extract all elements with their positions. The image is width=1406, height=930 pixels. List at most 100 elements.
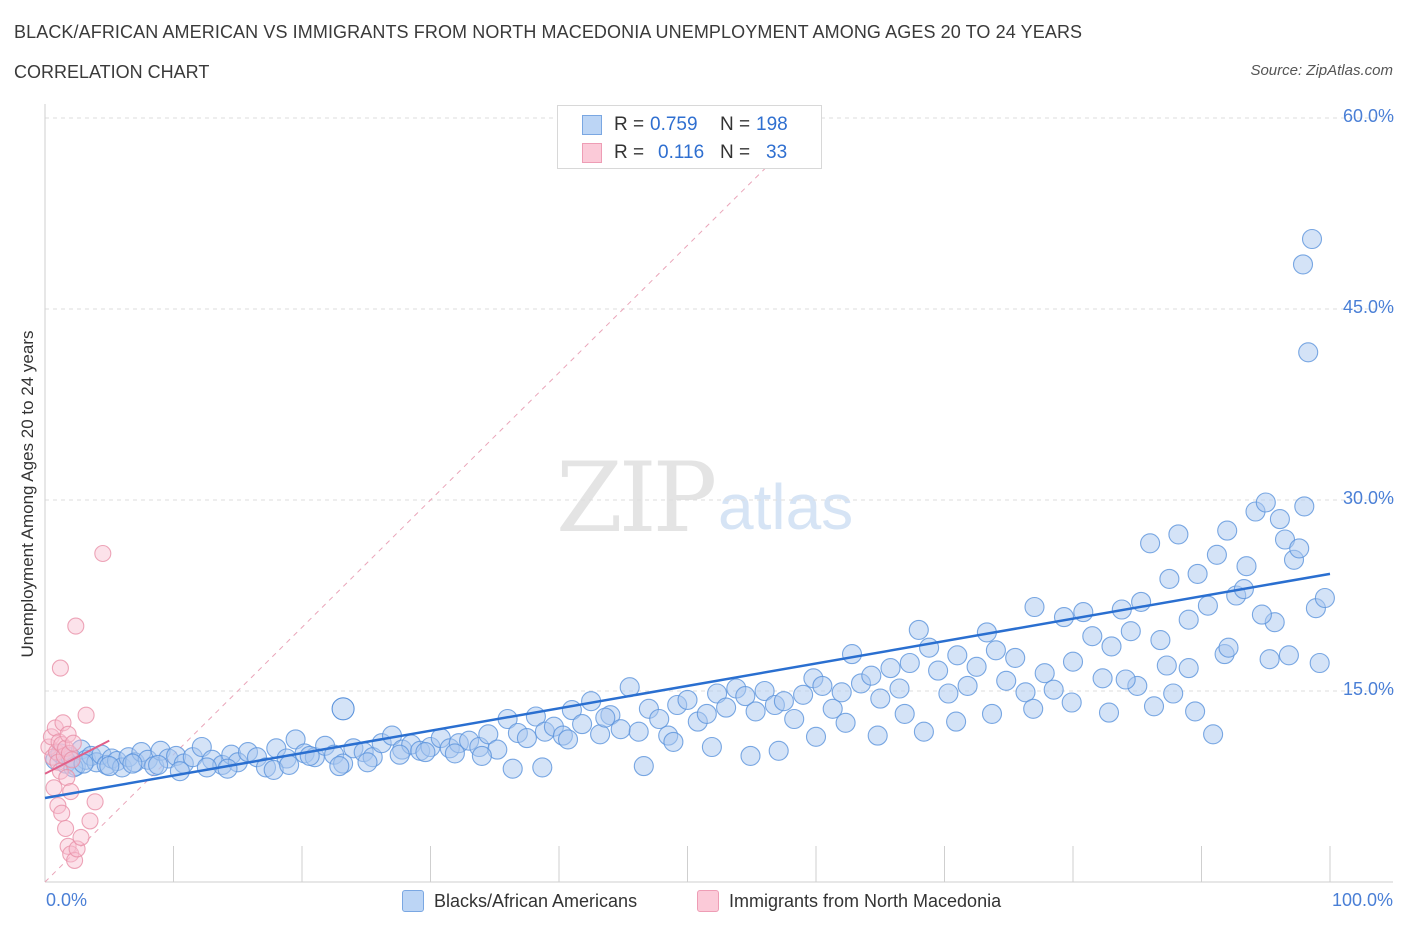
point-blacks — [740, 745, 761, 766]
point-macedonia — [45, 779, 63, 797]
point-blacks — [478, 724, 499, 745]
point-blacks — [1150, 630, 1171, 651]
point-blacks — [1034, 663, 1055, 684]
point-blacks — [1218, 637, 1239, 658]
n-label: N = — [720, 142, 751, 163]
point-blacks — [1217, 520, 1238, 541]
legend-swatch-pink — [697, 890, 719, 912]
point-blacks — [1294, 496, 1315, 517]
point-blacks — [805, 726, 827, 747]
point-blacks — [1203, 724, 1224, 745]
point-blacks — [1269, 509, 1290, 530]
point-blacks — [628, 721, 649, 742]
trend-line-macedonia — [44, 739, 110, 775]
legend-item-blacks[interactable]: Blacks/African Americans — [402, 890, 637, 912]
point-blacks — [899, 652, 920, 674]
point-blacks — [1309, 652, 1330, 674]
source-label: Source: ZipAtlas.com — [1250, 62, 1393, 79]
legend-label: Blacks/African Americans — [434, 890, 638, 911]
point-blacks — [773, 691, 794, 712]
point-blacks — [1178, 609, 1199, 630]
y-tick-label: 60.0% — [1342, 106, 1394, 126]
point-blacks — [1255, 492, 1276, 513]
n-value: 33 — [766, 142, 788, 163]
point-blacks — [122, 753, 143, 774]
point-blacks — [889, 678, 910, 699]
point-blacks — [981, 703, 1003, 724]
point-blacks — [1259, 649, 1280, 670]
legend-item-macedonia[interactable]: Immigrants from North Macedonia — [697, 890, 1001, 912]
point-macedonia — [59, 725, 77, 743]
point-blacks — [1197, 595, 1218, 616]
point-macedonia — [86, 793, 104, 811]
point-blacks — [677, 689, 698, 710]
point-blacks — [996, 670, 1017, 691]
point-macedonia — [67, 617, 85, 635]
point-blacks — [1120, 621, 1141, 642]
point-blacks — [99, 756, 120, 777]
point-blacks — [1024, 596, 1045, 618]
point-blacks — [861, 665, 882, 686]
trend-layer — [44, 572, 1331, 800]
n-value: 198 — [756, 114, 788, 135]
point-macedonia — [94, 544, 112, 563]
point-blacks — [928, 660, 949, 681]
point-blacks — [966, 656, 987, 677]
point-blacks — [633, 756, 654, 777]
point-blacks — [938, 683, 959, 704]
point-blacks — [663, 731, 684, 752]
point-blacks — [299, 745, 320, 766]
point-blacks — [1023, 698, 1044, 719]
r-value: 0.759 — [650, 114, 698, 135]
point-macedonia — [57, 819, 75, 838]
point-blacks — [1140, 533, 1161, 554]
x-tick-label: 0.0% — [46, 890, 88, 910]
point-macedonia — [77, 706, 95, 724]
stats-swatch-blue — [582, 115, 602, 135]
point-blacks — [1206, 544, 1227, 565]
y-tick-label: 30.0% — [1342, 488, 1394, 508]
point-blacks — [389, 744, 410, 765]
point-blacks — [1168, 524, 1189, 545]
point-blacks — [754, 680, 775, 702]
point-blacks — [595, 707, 616, 728]
point-blacks — [1301, 228, 1323, 250]
point-blacks — [1185, 701, 1206, 722]
point-blacks — [716, 697, 737, 718]
point-blacks — [471, 745, 492, 766]
n-label: N = — [720, 114, 751, 135]
point-blacks — [1098, 702, 1120, 723]
stats-swatch-pink — [582, 143, 602, 163]
r-value: 0.116 — [658, 142, 705, 163]
point-blacks — [331, 697, 355, 721]
point-blacks — [590, 724, 611, 745]
point-blacks — [812, 675, 833, 696]
point-blacks — [1314, 587, 1335, 609]
point-blacks — [1061, 692, 1082, 713]
watermark-logo: ZIP — [556, 442, 717, 554]
point-macedonia — [81, 812, 99, 830]
point-blacks — [217, 758, 238, 779]
trend-line-blacks — [44, 572, 1331, 800]
point-blacks — [957, 675, 978, 696]
point-blacks — [285, 729, 306, 750]
point-blacks — [1278, 645, 1299, 666]
point-blacks — [1101, 636, 1122, 657]
point-blacks — [1298, 342, 1319, 363]
point-blacks — [880, 658, 901, 679]
r-label: R = — [614, 114, 645, 135]
point-blacks — [919, 637, 940, 658]
point-macedonia — [51, 659, 69, 677]
point-blacks — [1092, 668, 1113, 689]
point-blacks — [279, 754, 300, 775]
y-tick-label: 15.0% — [1342, 679, 1394, 699]
x-tick-label: 100.0% — [1331, 890, 1393, 910]
point-blacks — [1115, 669, 1136, 690]
y-axis-title: Unemployment Among Ages 20 to 24 years — [18, 330, 37, 658]
point-blacks — [1156, 655, 1177, 676]
point-blacks — [793, 684, 814, 705]
point-blacks — [532, 757, 553, 778]
point-blacks — [947, 645, 968, 666]
chart-title: BLACK/AFRICAN AMERICAN VS IMMIGRANTS FRO… — [14, 22, 1083, 42]
point-blacks — [1143, 696, 1165, 717]
